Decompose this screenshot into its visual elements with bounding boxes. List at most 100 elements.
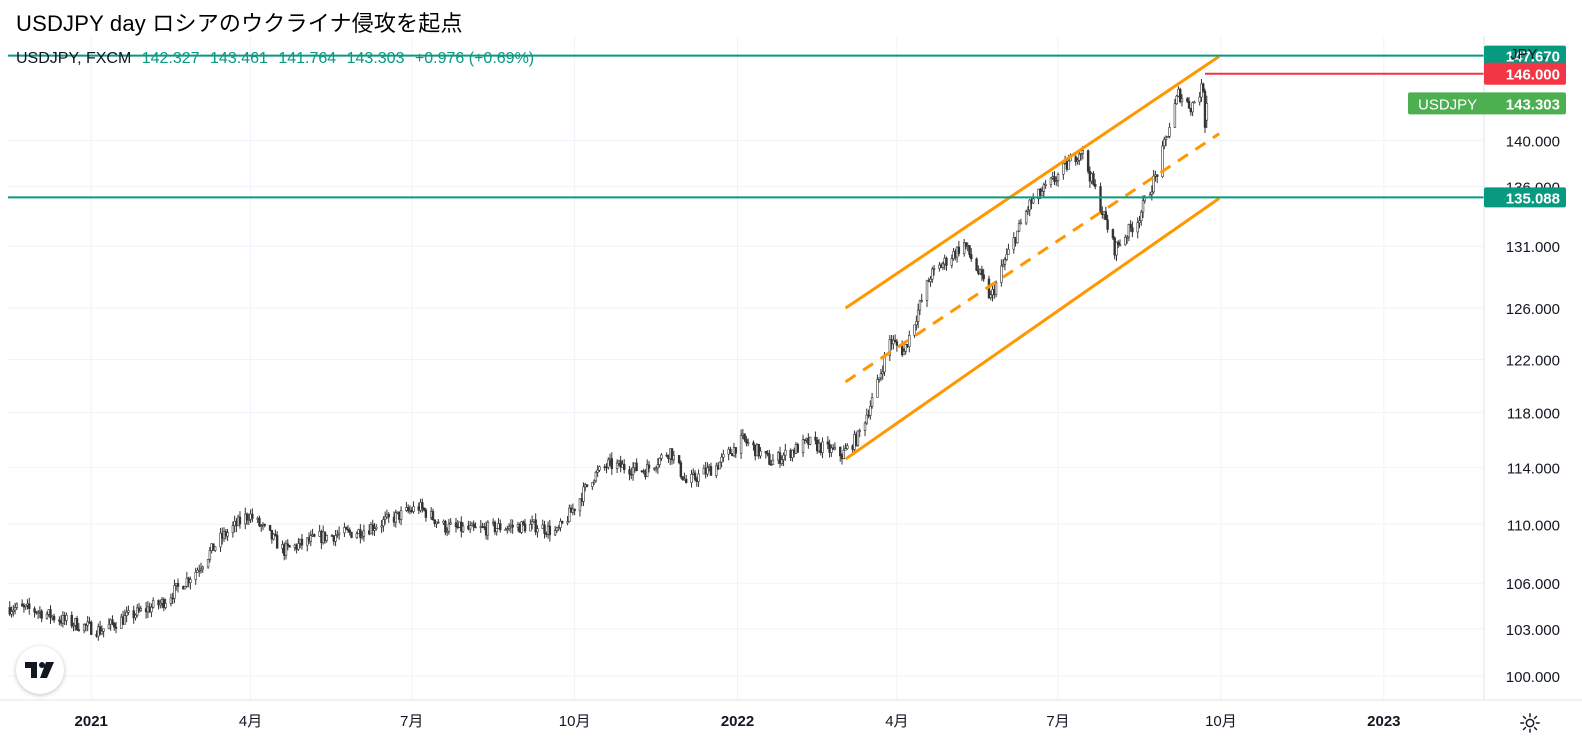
- candle-body: [931, 268, 934, 280]
- candle-body: [98, 626, 102, 635]
- candle-body: [647, 464, 651, 469]
- candle-body: [1164, 136, 1168, 140]
- candle-body: [134, 614, 137, 619]
- time-axis[interactable]: 2021 4月 7月 10月 2022 4月 7月 10月 2023: [0, 699, 1582, 730]
- candle-body: [801, 439, 805, 453]
- symbol-legend: USDJPY, FXCM 142.327 143.461 141.764 143…: [16, 50, 534, 68]
- candle-body: [709, 466, 713, 476]
- last-price-symbol: USDJPY: [1418, 96, 1477, 113]
- candle-body: [913, 324, 916, 336]
- candle-body: [201, 566, 204, 570]
- candle-body: [36, 611, 40, 614]
- candle-body: [394, 512, 397, 523]
- candle-body: [263, 524, 266, 526]
- candle-body: [916, 309, 920, 322]
- candle-body: [929, 278, 932, 283]
- candle-body: [623, 463, 626, 471]
- candle-body: [684, 478, 688, 483]
- candle-body: [127, 610, 130, 613]
- logo-glyph: [25, 662, 54, 678]
- channel-middle-line[interactable]: [844, 132, 1220, 384]
- x-tick-label: 10月: [559, 713, 591, 730]
- candle-body: [846, 445, 849, 449]
- candle-body: [1005, 253, 1008, 261]
- chevron-down-icon: ⌄: [1540, 51, 1549, 62]
- candle-body: [1187, 100, 1191, 109]
- candle-body: [371, 524, 374, 531]
- candle-body: [231, 525, 235, 533]
- candle-body: [373, 528, 376, 531]
- candle-body: [941, 263, 945, 268]
- candle-body: [272, 533, 275, 540]
- candle-body: [164, 603, 167, 608]
- candle-body: [830, 447, 833, 453]
- candle-body: [877, 377, 881, 380]
- candle-body: [679, 462, 683, 477]
- symbol-name[interactable]: USDJPY, FXCM: [16, 50, 132, 67]
- candle-body: [1141, 200, 1145, 213]
- candle-body: [8, 607, 11, 615]
- candle-body: [399, 510, 403, 520]
- candle-body: [989, 294, 992, 299]
- candle-body: [642, 470, 645, 473]
- candle-body: [1044, 184, 1047, 186]
- candle-body: [768, 453, 771, 465]
- candle-body: [387, 513, 390, 518]
- candle-body: [355, 533, 359, 538]
- candle-body: [1186, 98, 1189, 102]
- price-axis[interactable]: 100.000 103.000 106.000 110.000 114.000 118.0…: [1408, 36, 1566, 700]
- y-tick-label: 106.000: [1506, 576, 1560, 593]
- candle-body: [803, 439, 807, 441]
- candle-body: [345, 527, 348, 530]
- candle-body: [522, 521, 525, 525]
- channel-lower-line[interactable]: [844, 197, 1221, 461]
- candle-body: [72, 625, 75, 627]
- candle-body: [1007, 248, 1010, 255]
- channel-upper-line[interactable]: [844, 55, 1221, 310]
- candle-body: [40, 610, 43, 619]
- candle-body: [111, 619, 114, 624]
- currency-selector[interactable]: JPY ⌄: [1510, 46, 1549, 63]
- candle-body: [660, 454, 663, 459]
- candle-body: [258, 517, 261, 527]
- candle-body: [784, 449, 787, 456]
- candle-body: [870, 397, 874, 407]
- candle-body: [447, 523, 451, 532]
- candle-body: [75, 618, 79, 631]
- candle-body: [1032, 198, 1035, 204]
- candle-body: [1136, 222, 1139, 233]
- candle-body: [461, 525, 465, 532]
- price-badge: [1484, 45, 1566, 66]
- candle-body: [1155, 174, 1159, 177]
- candle-body: [65, 614, 68, 621]
- candle-body: [325, 535, 328, 541]
- candle-body: [449, 522, 452, 525]
- candle-body: [208, 550, 212, 560]
- candle-body: [1150, 191, 1154, 196]
- candle-body: [511, 524, 514, 528]
- last-price-badge: [1408, 92, 1566, 115]
- candle-body: [189, 579, 192, 584]
- candle-body: [360, 535, 364, 538]
- candle-body: [932, 267, 936, 270]
- gear-icon[interactable]: [1515, 708, 1545, 738]
- candle-body: [1019, 222, 1023, 225]
- candle-body: [173, 585, 176, 599]
- candle-body: [596, 469, 599, 473]
- candle-body: [15, 603, 19, 608]
- candle-body: [107, 623, 111, 630]
- candle-body: [826, 441, 830, 445]
- candle-body: [697, 473, 700, 482]
- candle-body: [523, 523, 527, 532]
- candle-body: [247, 519, 251, 521]
- y-tick-label: 122.000: [1506, 352, 1560, 369]
- candle-body: [1117, 241, 1120, 246]
- candle-body: [1193, 101, 1196, 104]
- candle-body: [555, 527, 559, 532]
- candle-body: [194, 571, 197, 580]
- candle-body: [1161, 145, 1164, 177]
- candle-body: [507, 526, 511, 529]
- candle-body: [975, 258, 978, 271]
- tradingview-logo-icon[interactable]: [16, 646, 64, 694]
